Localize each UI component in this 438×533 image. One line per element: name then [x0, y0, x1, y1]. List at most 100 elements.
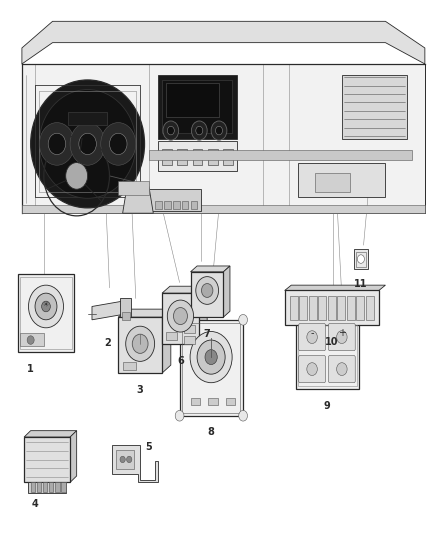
Bar: [357, 296, 364, 320]
Circle shape: [35, 293, 57, 320]
Circle shape: [27, 336, 34, 344]
Bar: [55, 482, 60, 492]
Circle shape: [39, 123, 74, 165]
Circle shape: [239, 314, 247, 325]
Bar: [309, 296, 317, 320]
Bar: [298, 325, 357, 386]
Polygon shape: [24, 431, 77, 437]
Circle shape: [337, 362, 347, 375]
FancyBboxPatch shape: [299, 356, 325, 383]
Circle shape: [66, 163, 88, 189]
Bar: [166, 332, 177, 340]
Bar: [191, 272, 223, 317]
Ellipse shape: [39, 90, 136, 198]
Circle shape: [175, 410, 184, 421]
Polygon shape: [162, 286, 207, 293]
Bar: [208, 398, 218, 405]
Bar: [162, 149, 172, 165]
Bar: [18, 274, 74, 352]
Bar: [162, 80, 232, 133]
Circle shape: [239, 410, 247, 421]
Text: ☀: ☀: [43, 302, 49, 309]
Polygon shape: [223, 266, 230, 317]
Bar: [182, 323, 240, 413]
Circle shape: [337, 330, 347, 343]
Text: 4: 4: [32, 499, 39, 510]
Text: 8: 8: [208, 427, 215, 438]
Text: 1: 1: [27, 364, 34, 374]
Circle shape: [127, 456, 132, 463]
Bar: [366, 296, 374, 320]
Circle shape: [173, 308, 187, 325]
Bar: [226, 398, 235, 405]
Bar: [68, 112, 107, 125]
Bar: [290, 296, 298, 320]
Bar: [300, 296, 307, 320]
Polygon shape: [191, 266, 230, 272]
Circle shape: [126, 326, 155, 361]
Bar: [120, 298, 131, 322]
Bar: [22, 64, 425, 213]
Text: 3: 3: [137, 385, 144, 395]
Circle shape: [79, 133, 96, 155]
Circle shape: [163, 121, 179, 140]
Circle shape: [42, 301, 50, 312]
Bar: [285, 290, 379, 325]
Polygon shape: [28, 482, 66, 493]
Bar: [49, 482, 53, 492]
Circle shape: [196, 277, 219, 304]
Bar: [123, 362, 136, 370]
Circle shape: [48, 133, 66, 155]
Bar: [184, 325, 195, 333]
Bar: [158, 141, 237, 171]
Bar: [208, 149, 218, 165]
Polygon shape: [123, 187, 153, 213]
Polygon shape: [199, 286, 207, 344]
Text: -: -: [311, 328, 314, 338]
Circle shape: [307, 362, 317, 375]
Circle shape: [110, 133, 127, 155]
Bar: [180, 320, 243, 416]
Polygon shape: [285, 285, 385, 290]
Bar: [328, 296, 336, 320]
Text: 6: 6: [177, 356, 184, 366]
Circle shape: [190, 332, 232, 383]
Polygon shape: [22, 21, 425, 64]
Circle shape: [167, 126, 174, 135]
Polygon shape: [92, 301, 123, 320]
Circle shape: [191, 121, 207, 140]
Circle shape: [211, 121, 227, 140]
Bar: [20, 277, 72, 349]
Bar: [337, 296, 345, 320]
Bar: [122, 312, 130, 320]
Bar: [22, 205, 425, 213]
Bar: [37, 482, 41, 492]
Bar: [116, 450, 134, 469]
Text: 11: 11: [354, 279, 367, 289]
Bar: [162, 293, 199, 344]
Bar: [191, 398, 200, 405]
Bar: [177, 149, 187, 165]
Bar: [31, 482, 35, 492]
Circle shape: [201, 284, 213, 297]
Circle shape: [197, 340, 225, 374]
Circle shape: [175, 314, 184, 325]
Bar: [315, 173, 350, 192]
Circle shape: [215, 126, 223, 135]
Bar: [149, 189, 201, 211]
Bar: [296, 322, 359, 389]
Bar: [173, 201, 180, 209]
Bar: [61, 482, 66, 492]
Text: 5: 5: [145, 442, 152, 453]
Bar: [149, 150, 412, 160]
Polygon shape: [162, 309, 171, 373]
Text: 2: 2: [104, 338, 111, 349]
FancyBboxPatch shape: [328, 356, 355, 383]
Bar: [223, 149, 233, 165]
Circle shape: [132, 334, 148, 353]
Bar: [191, 201, 197, 209]
Bar: [342, 75, 407, 139]
Circle shape: [28, 285, 64, 328]
Circle shape: [70, 123, 105, 165]
Circle shape: [101, 123, 136, 165]
